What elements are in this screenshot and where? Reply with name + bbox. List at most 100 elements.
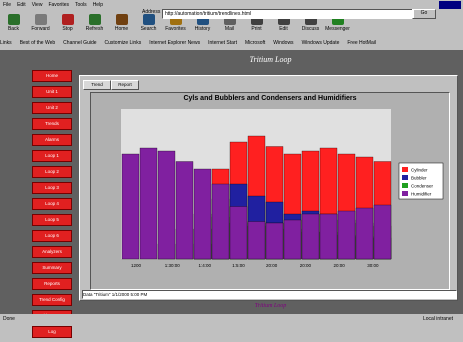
forward-button[interactable]: Forward xyxy=(27,11,54,35)
trend-chart: Cyls and Bubblers and Condensers and Hum… xyxy=(90,92,450,290)
links-label: Links xyxy=(0,40,12,46)
toolbar-label: Mail xyxy=(224,26,235,32)
link-item[interactable]: Microsoft xyxy=(244,40,266,46)
forward-arrow-icon xyxy=(34,14,47,25)
menu-favorites[interactable]: Favorites xyxy=(48,2,69,8)
link-item[interactable]: Internet Explorer News xyxy=(149,40,201,46)
chart-bar xyxy=(373,204,392,260)
sidebar-item-reports[interactable]: Reports xyxy=(32,278,72,290)
search-icon xyxy=(142,14,155,25)
menu-edit[interactable]: Edit xyxy=(17,2,26,8)
chart-svg: 1200 1:30:00 1:4:00 1:5:00 20:00 20:00 20:00 30… xyxy=(121,109,444,268)
toolbar-label: Stop xyxy=(62,26,73,32)
chart-bar xyxy=(337,210,356,260)
toolbar-label: Edit xyxy=(279,26,288,32)
sidebar-item-trends[interactable]: Trends xyxy=(32,118,72,130)
refresh-button[interactable]: Refresh xyxy=(81,11,108,35)
menu-view[interactable]: View xyxy=(31,2,43,8)
home-icon xyxy=(115,14,128,25)
sidebar-item-loop-1[interactable]: Loop 1 xyxy=(32,150,72,162)
zone-text: Local intranet xyxy=(422,316,453,322)
legend-swatch xyxy=(402,167,408,172)
sidebar-item-loop-5[interactable]: Loop 5 xyxy=(32,214,72,226)
chart-bar xyxy=(229,206,248,260)
link-item[interactable]: Best of the Web xyxy=(19,40,56,46)
address-label: Address xyxy=(142,9,161,15)
favorites-button[interactable]: Favorites xyxy=(162,11,189,35)
chart-bar xyxy=(121,153,140,260)
mail-icon xyxy=(223,14,236,25)
edit-icon xyxy=(277,14,290,25)
sidebar-item-alarms[interactable]: Alarms xyxy=(32,134,72,146)
link-item[interactable]: Channel Guide xyxy=(63,40,97,46)
print-button[interactable]: Print xyxy=(243,11,270,35)
tab-trend[interactable]: Trend xyxy=(83,80,111,90)
sidebar-item-loop-2[interactable]: Loop 2 xyxy=(32,166,72,178)
refresh-icon xyxy=(88,14,101,25)
sidebar-item-trend-config[interactable]: Trend Config xyxy=(32,294,72,306)
sidebar-item-loop-4[interactable]: Loop 4 xyxy=(32,198,72,210)
sidebar-item-loop-3[interactable]: Loop 3 xyxy=(32,182,72,194)
edit-button[interactable]: Edit xyxy=(270,11,297,35)
link-item[interactable]: Internet Start xyxy=(208,40,237,46)
sidebar-item-summary[interactable]: Summary xyxy=(32,262,72,274)
sidebar-item-home[interactable]: Home xyxy=(32,70,72,82)
chart-bar xyxy=(139,147,158,260)
sidebar-item-unit-1[interactable]: Unit 1 xyxy=(32,86,72,98)
menu-bar: File Edit View Favorites Tools Help xyxy=(0,0,463,10)
sidebar-item-analyzers[interactable]: Analyzers xyxy=(32,246,72,258)
sidebar-item-log[interactable]: Log xyxy=(32,326,72,338)
link-item[interactable]: Windows Update xyxy=(301,40,340,46)
menu-tools[interactable]: Tools xyxy=(75,2,87,8)
mail-button[interactable]: Mail xyxy=(216,11,243,35)
status-text: Done xyxy=(3,316,15,322)
x-tick-label: 1:4:00 xyxy=(199,263,212,268)
x-tick-label: 1200 xyxy=(131,263,142,268)
menu-file[interactable]: File xyxy=(3,2,12,8)
page-title: Tritium Loop xyxy=(249,55,292,64)
messenger-icon xyxy=(331,14,344,25)
toolbar-label: Discuss xyxy=(301,26,320,32)
trend-panel: Trend Report Cyls and Bubblers and Conde… xyxy=(79,75,458,301)
sidebar-item-loop-6[interactable]: Loop 6 xyxy=(32,230,72,242)
legend-swatch xyxy=(402,183,408,188)
legend-swatch xyxy=(402,191,408,196)
history-button[interactable]: History xyxy=(189,11,216,35)
chart-bar xyxy=(175,161,194,260)
chart-bar xyxy=(157,150,176,260)
messenger-button[interactable]: Messenger xyxy=(324,11,351,35)
chart-bar xyxy=(283,219,302,260)
stop-icon xyxy=(61,14,74,25)
chart-bar xyxy=(319,213,338,260)
x-tick-label: 20:00 xyxy=(300,263,312,268)
stop-button[interactable]: Stop xyxy=(54,11,81,35)
menu-help[interactable]: Help xyxy=(92,2,103,8)
browser-logo-icon xyxy=(439,1,461,9)
chart-status-line: Data "Tritium" 1/1/2000 5:00 PM xyxy=(82,290,457,299)
tab-report[interactable]: Report xyxy=(111,80,139,90)
toolbar-label: Home xyxy=(114,26,129,32)
chart-bar xyxy=(301,213,320,260)
link-item[interactable]: Customize Links xyxy=(104,40,142,46)
chart-bar xyxy=(265,222,284,260)
search-button[interactable]: Search xyxy=(135,11,162,35)
link-item[interactable]: Windows xyxy=(273,40,294,46)
favorites-icon xyxy=(169,14,182,25)
back-arrow-icon xyxy=(7,14,20,25)
legend-label: Bubbler xyxy=(411,176,427,181)
page-content: Tritium Loop Home Unit 1 Unit 2 Trends Alarm… xyxy=(0,50,463,338)
sidebar-item-unit-2[interactable]: Unit 2 xyxy=(32,102,72,114)
address-input[interactable]: http://automation/tritium/trendlines.htm… xyxy=(162,9,414,19)
legend-label: Cylinder xyxy=(411,168,428,173)
history-icon xyxy=(196,14,209,25)
go-button[interactable]: Go xyxy=(412,9,436,19)
toolbar-label: Favorites xyxy=(165,26,186,32)
link-item[interactable]: Free HotMail xyxy=(347,40,376,46)
back-button[interactable]: Back xyxy=(0,11,27,35)
links-bar: Links Best of the Web Channel Guide Customi… xyxy=(0,38,463,48)
toolbar-label: Print xyxy=(251,26,262,32)
toolbar-label: Back xyxy=(7,26,20,32)
legend-swatch xyxy=(402,175,408,180)
discuss-button[interactable]: Discuss xyxy=(297,11,324,35)
home-button[interactable]: Home xyxy=(108,11,135,35)
